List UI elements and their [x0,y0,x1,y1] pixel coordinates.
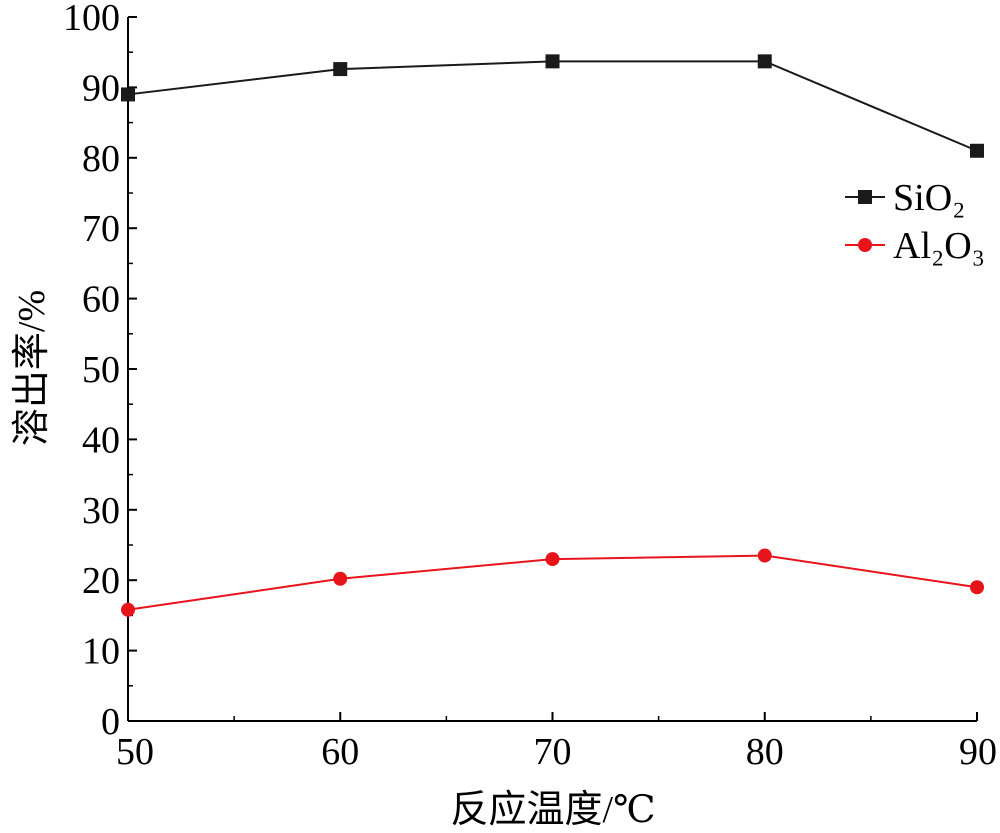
data-point [333,571,348,586]
x-tick-label: 60 [321,731,359,773]
legend-label: SiO₂ [893,177,965,219]
y-tick-label: 20 [82,560,120,602]
y-tick-label: 60 [82,279,120,321]
data-point [121,602,135,617]
axes [127,17,977,722]
y-tick-label: 90 [82,67,120,109]
data-point [121,87,135,102]
y-tick-label: 100 [63,0,120,39]
data-point [970,143,984,158]
data-point [970,580,984,595]
y-tick-label: 40 [82,419,120,461]
x-axis-label: 反应温度/℃ [450,789,655,831]
data-point [757,54,772,69]
x-tick-label: 50 [116,731,154,773]
y-tick-label: 10 [82,631,120,673]
data-point [757,548,772,563]
series-line [127,60,978,152]
data-point [545,54,560,69]
series-group [121,54,984,617]
legend-marker [858,238,872,252]
legend-marker [858,190,872,204]
data-point [545,552,560,567]
tick-group: 0 10 20 30 40 50 60 70 80 90 100 50 60 70 80 90 [63,0,997,773]
y-tick-label: 0 [101,701,120,743]
y-axis-label: 溶出率/% [11,290,53,446]
x-tick-label: 90 [959,731,997,773]
y-tick-label: 50 [82,349,120,391]
y-tick-label: 70 [82,208,120,250]
x-tick-label: 70 [534,731,572,773]
data-point [333,62,348,77]
x-tick-label: 80 [746,731,784,773]
y-tick-label: 80 [82,138,120,180]
y-tick-label: 30 [82,490,120,532]
legend-label: Al₂O₃ [893,225,985,267]
legend: SiO₂ Al₂O₃ [845,177,985,267]
